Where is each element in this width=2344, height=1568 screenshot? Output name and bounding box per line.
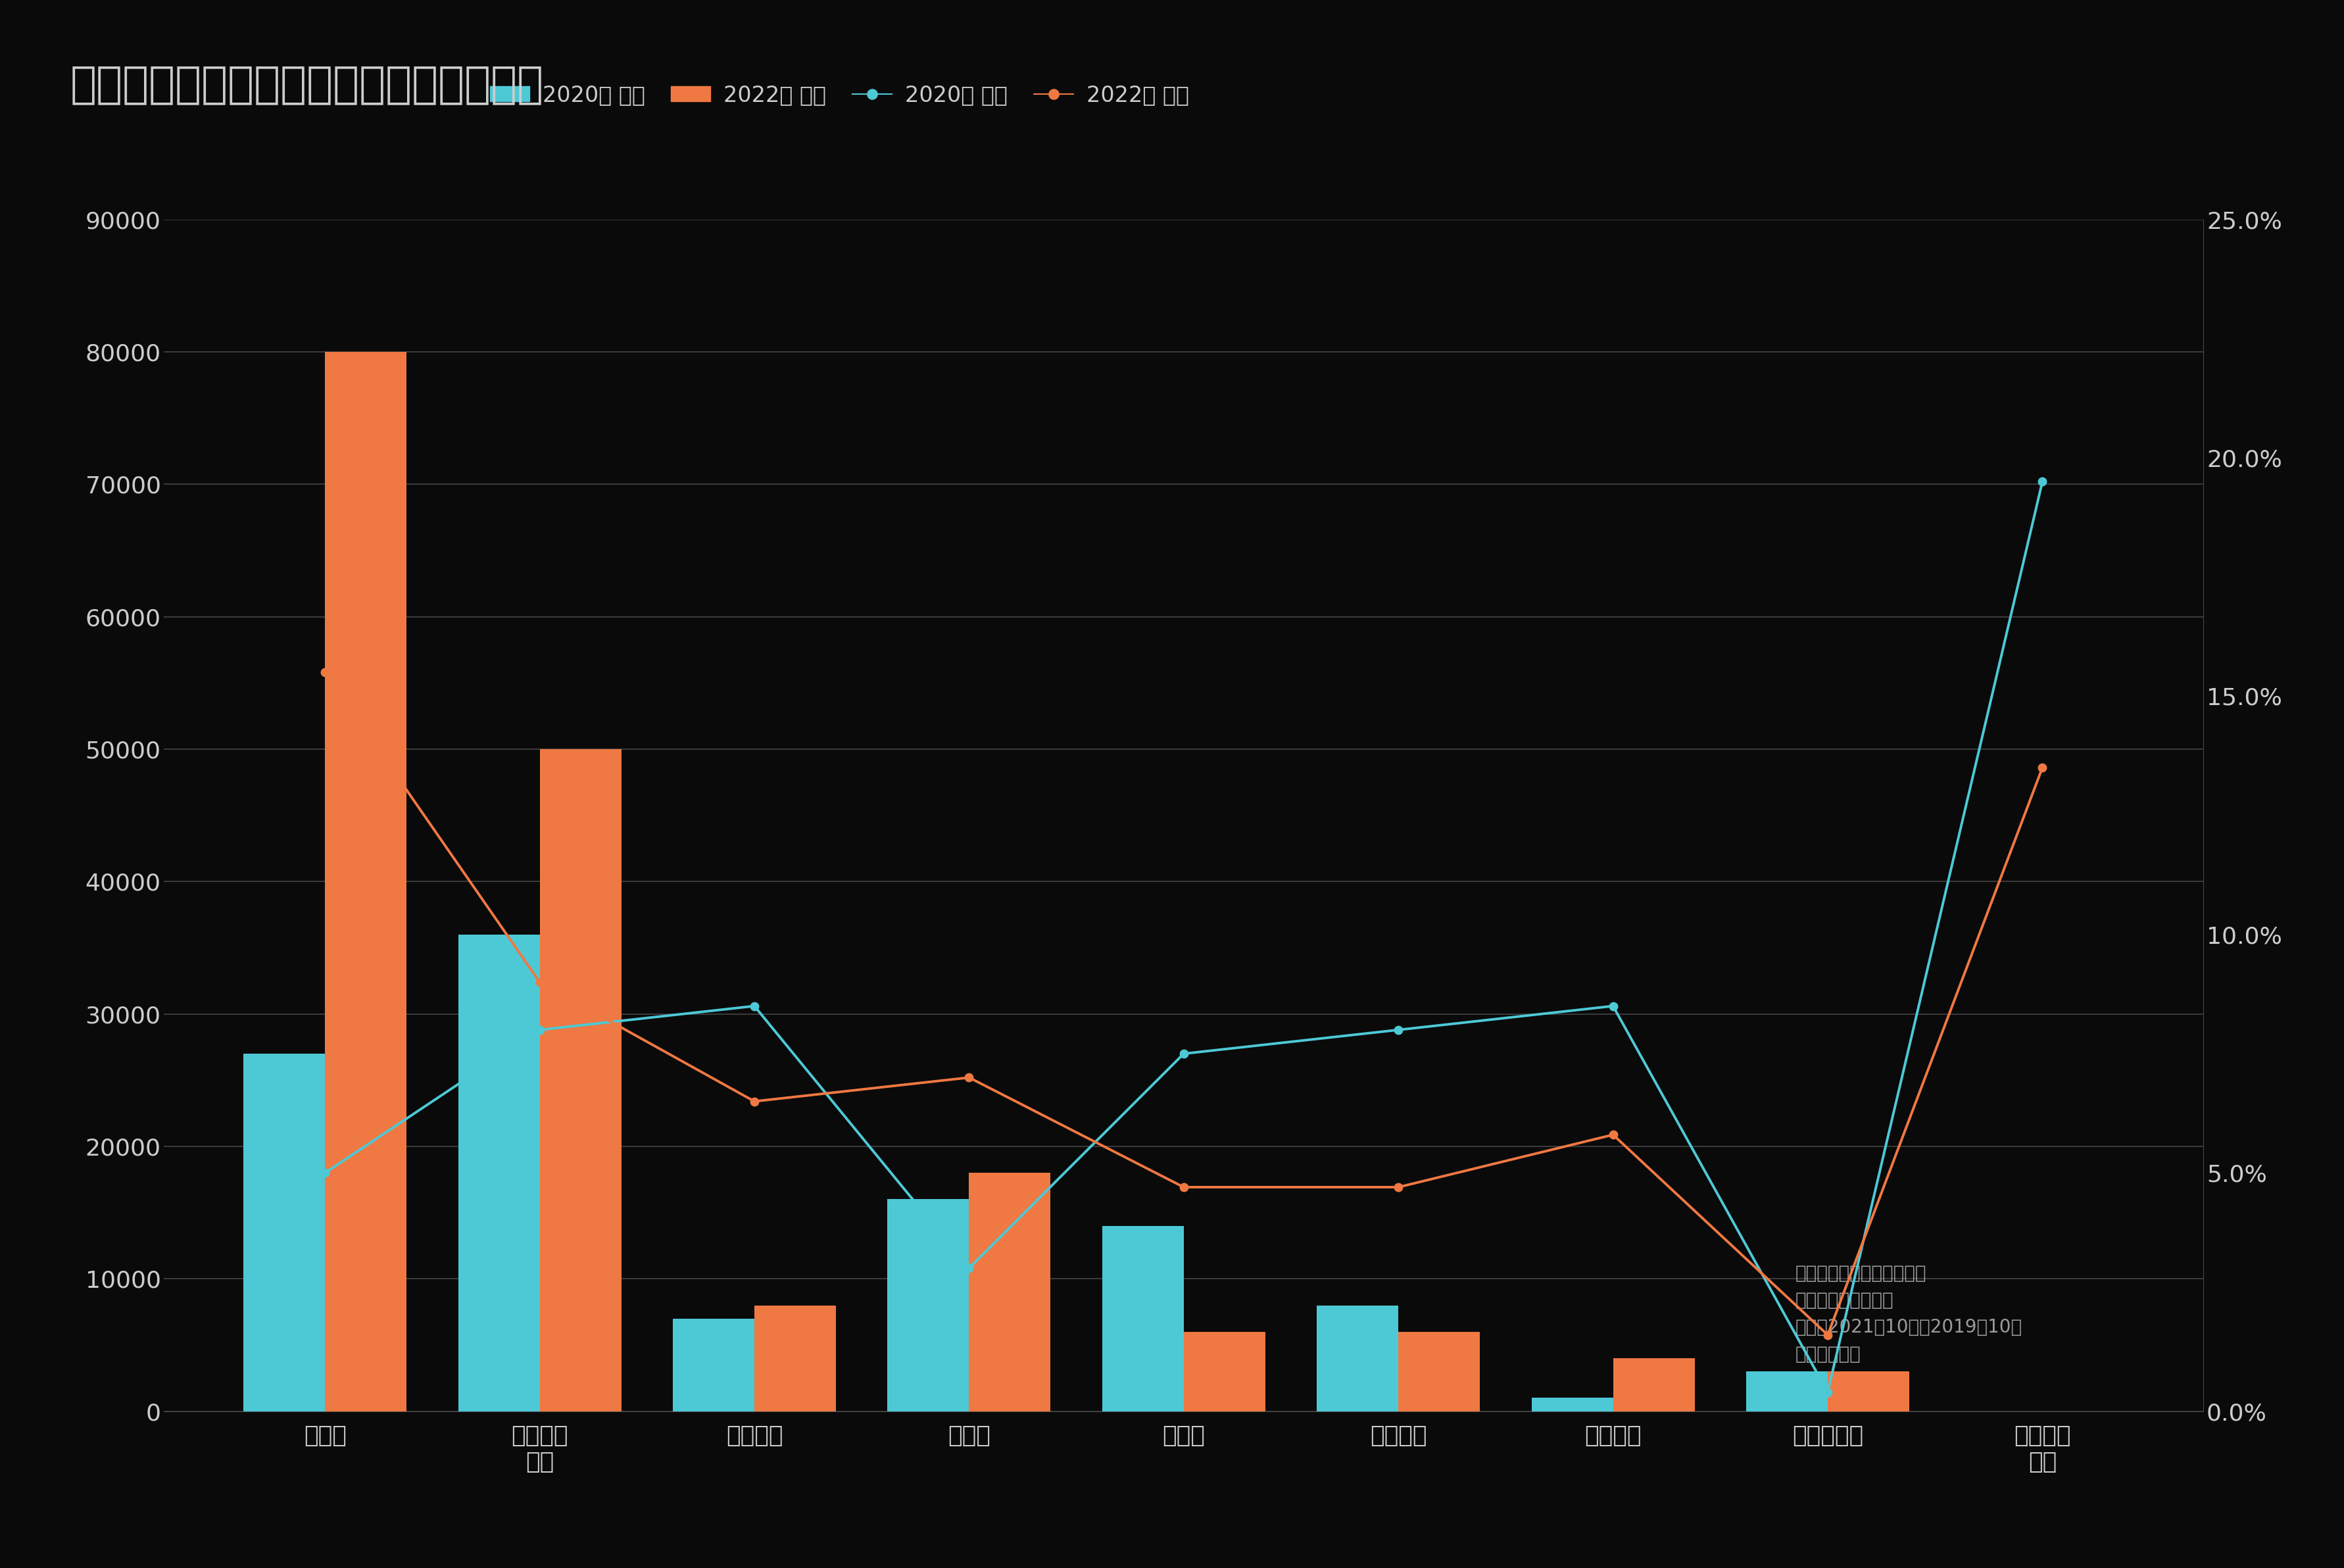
- Text: コロナ前からの滞在者増減　東急各路線: コロナ前からの滞在者増減 東急各路線: [70, 63, 544, 107]
- Bar: [539, 750, 621, 1411]
- Bar: [1102, 1226, 1184, 1411]
- Bar: [1399, 1331, 1479, 1411]
- Bar: [457, 935, 539, 1411]
- Bar: [326, 351, 406, 1411]
- Bar: [968, 1173, 1050, 1411]
- Bar: [244, 1054, 326, 1411]
- Bar: [755, 1305, 837, 1411]
- Legend: 2020年 平日, 2022年 休日, 2020年 平日, 2022年 休日: 2020年 平日, 2022年 休日, 2020年 平日, 2022年 休日: [481, 75, 1198, 114]
- Bar: [1828, 1372, 1910, 1411]
- Text: データ：モバイル空間統計
エリア：各駅各路線
期間：2021年10月／2019年10月
発行：毎日付: データ：モバイル空間統計 エリア：各駅各路線 期間：2021年10月／2019年…: [1796, 1264, 2023, 1364]
- Bar: [1746, 1372, 1828, 1411]
- Bar: [888, 1200, 968, 1411]
- Bar: [1317, 1305, 1399, 1411]
- Bar: [1184, 1331, 1266, 1411]
- Bar: [673, 1319, 755, 1411]
- Bar: [1531, 1399, 1613, 1411]
- Bar: [1613, 1358, 1695, 1411]
